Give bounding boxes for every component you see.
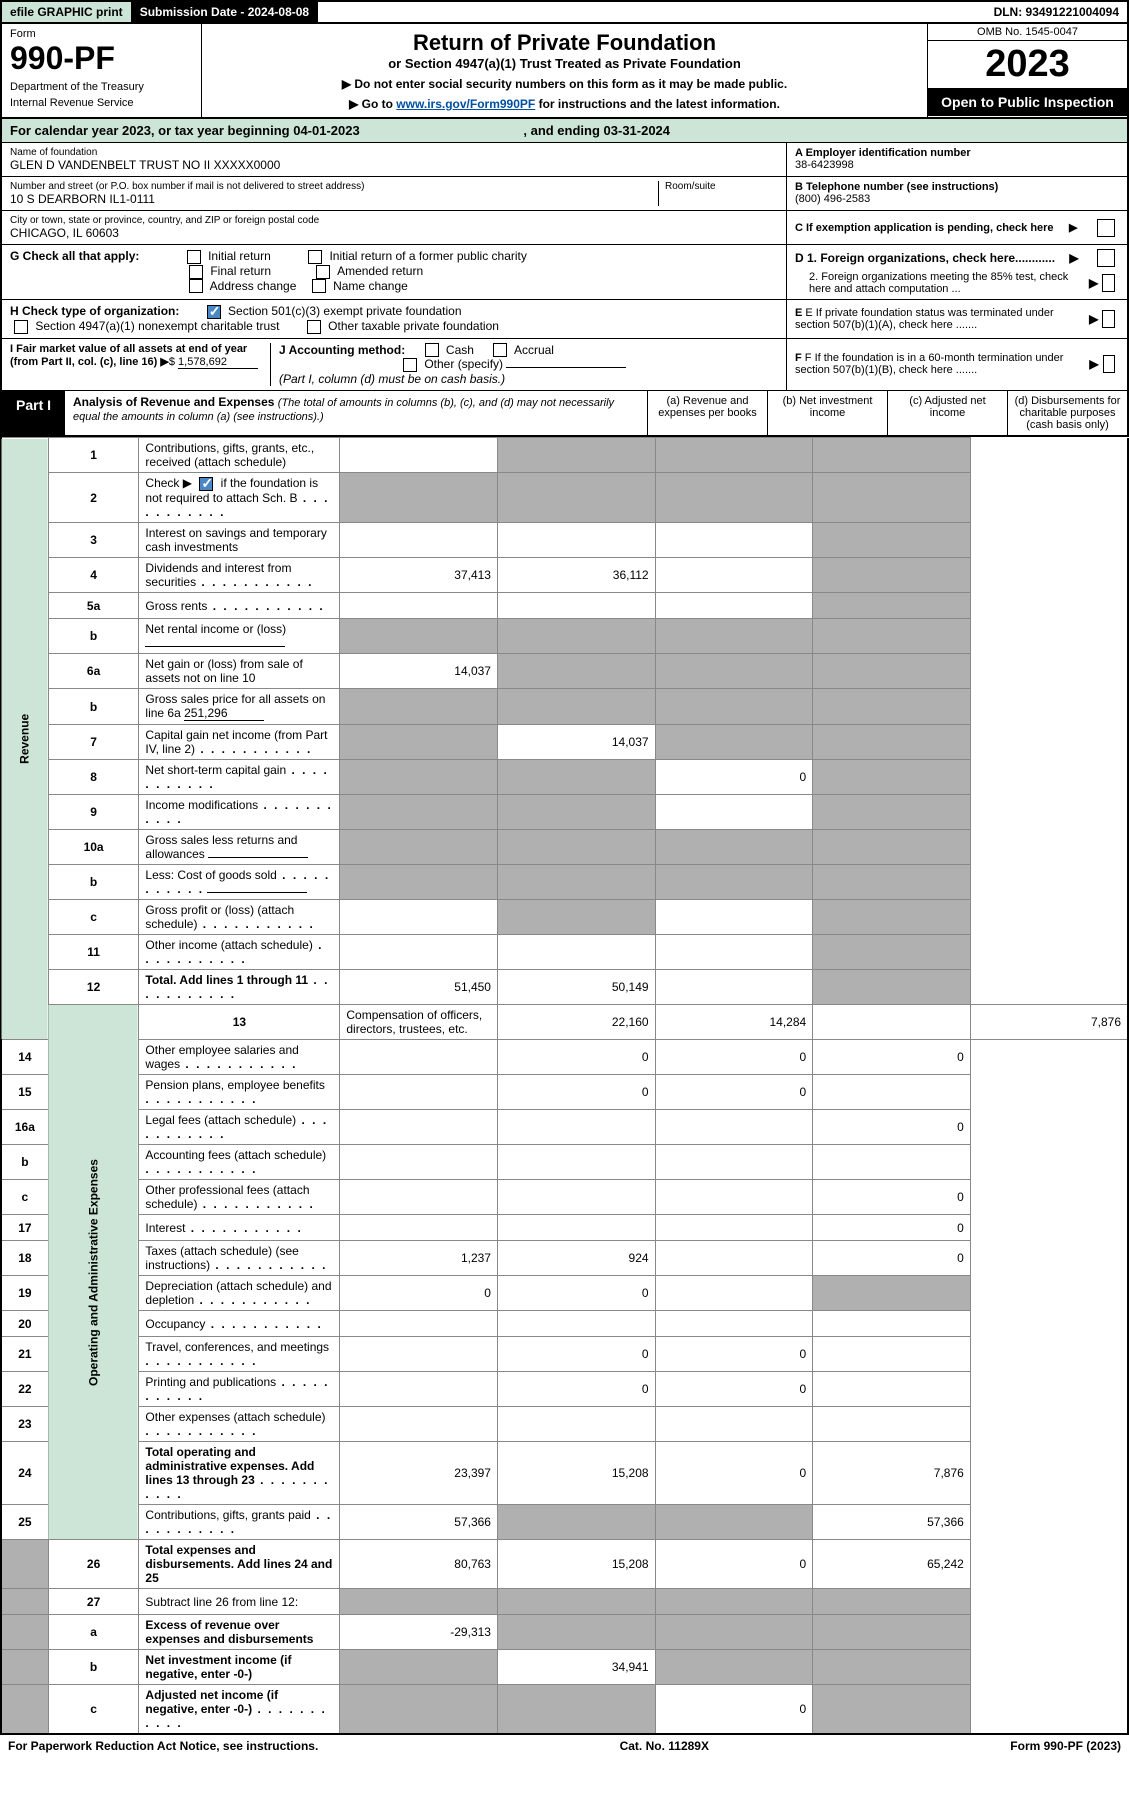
form-number: 990-PF xyxy=(10,40,193,77)
revenue-side-label: Revenue xyxy=(1,438,48,1040)
city-label: City or town, state or province, country… xyxy=(10,215,778,226)
period-band: For calendar year 2023, or tax year begi… xyxy=(0,119,1129,143)
h-501c3-checkbox[interactable] xyxy=(207,305,221,319)
irs-link[interactable]: www.irs.gov/Form990PF xyxy=(396,97,535,111)
h-4947-checkbox[interactable] xyxy=(14,320,28,334)
fmv-value: 1,578,692 xyxy=(178,356,258,369)
form-ref: Form 990-PF (2023) xyxy=(1010,1739,1121,1753)
part1-table: Revenue 1Contributions, gifts, grants, e… xyxy=(0,437,1129,1735)
expenses-side-label: Operating and Administrative Expenses xyxy=(48,1005,139,1540)
e-checkbox[interactable] xyxy=(1102,310,1115,328)
j-cash-checkbox[interactable] xyxy=(425,343,439,357)
d1-checkbox[interactable] xyxy=(1097,249,1115,267)
section-i: I Fair market value of all assets at end… xyxy=(10,343,270,387)
col-c-header: (c) Adjusted net income xyxy=(887,391,1007,435)
efile-tag: efile GRAPHIC print xyxy=(2,2,132,22)
form-label: Form xyxy=(10,28,193,40)
addr-label: Number and street (or P.O. box number if… xyxy=(10,181,658,192)
addr: 10 S DEARBORN IL1-0111 xyxy=(10,192,658,206)
j-other-checkbox[interactable] xyxy=(403,358,417,372)
f-checkbox[interactable] xyxy=(1103,355,1115,373)
col-a-header: (a) Revenue and expenses per books xyxy=(647,391,767,435)
schb-checkbox[interactable] xyxy=(199,477,213,491)
g-initial-return-checkbox[interactable] xyxy=(187,250,201,264)
cat-no: Cat. No. 11289X xyxy=(620,1739,709,1753)
city: CHICAGO, IL 60603 xyxy=(10,226,778,240)
omb-number: OMB No. 1545-0047 xyxy=(928,24,1127,41)
j-accrual-checkbox[interactable] xyxy=(493,343,507,357)
h-other-checkbox[interactable] xyxy=(307,320,321,334)
col-d-header: (d) Disbursements for charitable purpose… xyxy=(1007,391,1127,435)
top-bar: efile GRAPHIC print Submission Date - 20… xyxy=(0,0,1129,24)
part1-badge: Part I xyxy=(2,391,65,435)
phone-label: B Telephone number (see instructions) xyxy=(795,181,1119,193)
g-amended-checkbox[interactable] xyxy=(316,265,330,279)
section-d: D 1. Foreign organizations, check here..… xyxy=(787,245,1127,299)
foundation-name-label: Name of foundation xyxy=(10,147,778,158)
form-subtitle: or Section 4947(a)(1) Trust Treated as P… xyxy=(208,56,921,71)
ein-label: A Employer identification number xyxy=(795,147,1119,159)
section-j: J Accounting method: Cash Accrual Other … xyxy=(270,343,778,387)
col-b-header: (b) Net investment income xyxy=(767,391,887,435)
section-g: G Check all that apply: Initial return I… xyxy=(2,245,787,299)
footer: For Paperwork Reduction Act Notice, see … xyxy=(0,1735,1129,1757)
ein: 38-6423998 xyxy=(795,159,1119,171)
g-initial-former-checkbox[interactable] xyxy=(308,250,322,264)
c-label: C If exemption application is pending, c… xyxy=(795,222,1054,234)
room-label: Room/suite xyxy=(665,181,778,192)
submission-date-label: Submission Date - 2024-08-08 xyxy=(132,2,318,22)
form-title: Return of Private Foundation xyxy=(208,30,921,56)
g-address-change-checkbox[interactable] xyxy=(189,279,203,293)
section-h: H Check type of organization: Section 50… xyxy=(2,300,787,338)
section-e: E E If private foundation status was ter… xyxy=(787,300,1127,338)
open-inspection: Open to Public Inspection xyxy=(928,88,1127,116)
d2-checkbox[interactable] xyxy=(1102,274,1115,292)
form-header: Form 990-PF Department of the Treasury I… xyxy=(0,24,1129,119)
section-f: F F If the foundation is in a 60-month t… xyxy=(787,339,1127,391)
part1-header: Part I Analysis of Revenue and Expenses … xyxy=(0,391,1129,437)
g-name-change-checkbox[interactable] xyxy=(312,279,326,293)
goto-note: ▶ Go to www.irs.gov/Form990PF for instru… xyxy=(208,97,921,111)
tax-year: 2023 xyxy=(928,41,1127,88)
dept-irs: Internal Revenue Service xyxy=(10,97,193,109)
phone: (800) 496-2583 xyxy=(795,193,1119,205)
c-checkbox[interactable] xyxy=(1097,219,1115,237)
g-final-return-checkbox[interactable] xyxy=(189,265,203,279)
pra-notice: For Paperwork Reduction Act Notice, see … xyxy=(8,1739,318,1753)
arrow-icon: ▶ xyxy=(1069,221,1077,234)
ssn-note: ▶ Do not enter social security numbers o… xyxy=(208,77,921,91)
dept-treasury: Department of the Treasury xyxy=(10,81,193,93)
dln: DLN: 93491221004094 xyxy=(986,2,1127,22)
foundation-name: GLEN D VANDENBELT TRUST NO II XXXXX0000 xyxy=(10,158,778,172)
